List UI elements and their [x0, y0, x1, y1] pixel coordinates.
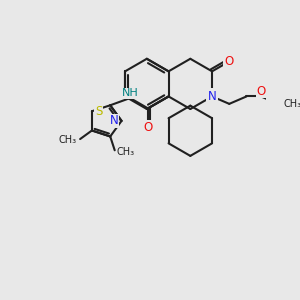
- Text: O: O: [225, 55, 234, 68]
- Text: N: N: [110, 114, 118, 128]
- Text: CH₃: CH₃: [116, 146, 134, 157]
- Text: N: N: [208, 90, 217, 103]
- Text: O: O: [256, 85, 266, 98]
- Text: S: S: [95, 105, 102, 118]
- Text: CH₃: CH₃: [284, 99, 300, 109]
- Text: O: O: [143, 121, 153, 134]
- Text: NH: NH: [122, 88, 139, 98]
- Text: CH₃: CH₃: [58, 135, 76, 145]
